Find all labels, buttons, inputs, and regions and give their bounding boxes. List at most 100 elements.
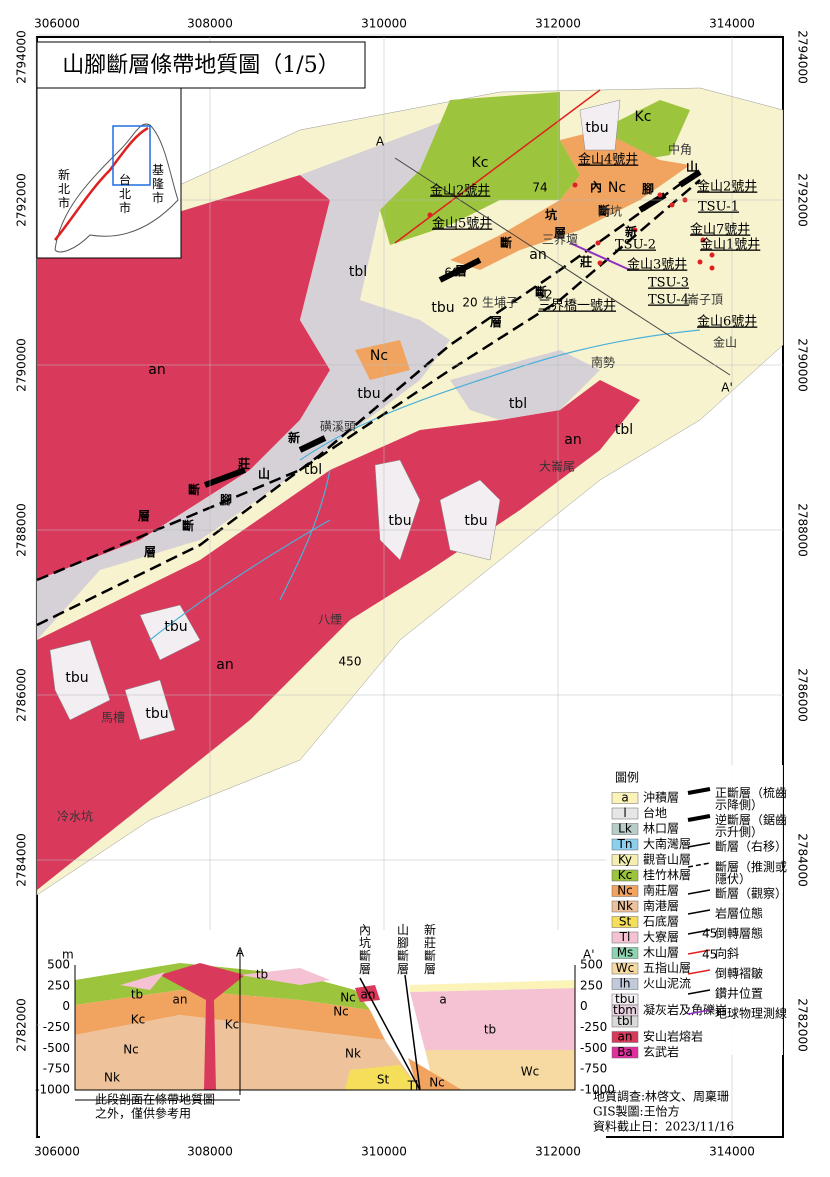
legend-symbol xyxy=(687,929,711,935)
credit: 資料截止日：2023/11/16 xyxy=(593,1120,734,1134)
section-unit: Nk xyxy=(104,1071,120,1085)
legend-name: 火山泥流 xyxy=(643,977,691,991)
legend-swatch xyxy=(611,869,639,882)
legend: 圖例 a 沖積層 l 台地 Lk 林口層 Tn 大南灣層 Ky 觀音山層 Kc 桂竹林層 Nc 南莊層 Nk 南… xyxy=(606,765,787,1059)
legend-symbol-label: 斷層（觀察） xyxy=(715,887,787,901)
section-unit: Kc xyxy=(131,1013,145,1027)
place-label: 八煙 xyxy=(318,613,342,627)
y-coordinate: 2792000 xyxy=(15,173,29,226)
legend-name: 石底層 xyxy=(643,914,679,929)
depth-tick: 0 xyxy=(580,999,588,1013)
x-coordinate: 312000 xyxy=(535,17,581,31)
well-label: 金山6號井 xyxy=(697,314,757,330)
y-coordinate: 2794000 xyxy=(15,30,29,83)
legend-number: 45 xyxy=(702,927,717,941)
section-unit: tb xyxy=(131,988,143,1002)
legend-name: 觀音山層 xyxy=(643,852,691,867)
legend-name: 林口層 xyxy=(643,822,679,836)
legend-symbol xyxy=(687,909,711,915)
depth-tick: -750 xyxy=(580,1062,607,1076)
depth-tick: -250 xyxy=(43,1020,70,1034)
legend-symbol-label: 正斷層（梳齒示降側） xyxy=(715,785,787,812)
legend-symbol xyxy=(687,1009,711,1015)
section-unit: an xyxy=(361,988,376,1002)
section-end: A' xyxy=(583,948,595,962)
legend-code: Tl xyxy=(619,930,631,944)
legend-name: 南港層 xyxy=(643,898,679,913)
depth-tick: 250 xyxy=(580,978,603,992)
inset-label: 基隆市 xyxy=(152,163,164,205)
legend-symbol-label: 向斜 xyxy=(715,946,739,961)
place-label: 大崙尾 xyxy=(539,460,575,474)
section-fault: 山腳斷層 xyxy=(397,923,409,976)
section-unit: Tl xyxy=(407,1079,419,1093)
well-label: TSU-2 xyxy=(615,238,656,253)
x-coordinate: 308000 xyxy=(187,17,233,31)
legend-swatch xyxy=(611,962,639,975)
section-end: A xyxy=(236,946,245,960)
legend-swatch xyxy=(611,1015,639,1028)
depth-tick: 0 xyxy=(62,999,70,1013)
credit: GIS製圖:王怡方 xyxy=(593,1104,680,1119)
legend-name: 玄武岩 xyxy=(643,1044,679,1059)
fault-observed xyxy=(203,169,702,488)
legend-swatch xyxy=(611,916,639,928)
y-coordinate: 2786000 xyxy=(796,668,810,721)
legend-code: St xyxy=(619,915,632,929)
legend-code: tbu xyxy=(615,992,635,1006)
well-label: 金山2號井 xyxy=(430,183,490,199)
well-label: 金山1號井 xyxy=(700,237,760,253)
section-unit: Nc xyxy=(333,1005,349,1019)
inset-map xyxy=(36,87,182,259)
place-label: 馬槽 xyxy=(101,711,125,725)
section-fault: 新莊斷層 xyxy=(424,922,436,976)
fault-label: 內坑斷層 xyxy=(455,179,602,278)
axis-unit: m xyxy=(62,948,74,962)
legend-code: tbm xyxy=(613,1003,637,1017)
legend-symbol xyxy=(687,787,711,795)
legend-swatch xyxy=(611,931,639,944)
unit-label: tbu xyxy=(431,300,454,316)
unit-label: Kc xyxy=(472,155,489,171)
legend-code: Ba xyxy=(617,1045,633,1059)
legend-symbol-label: 斷層（推測或隱伏） xyxy=(715,860,787,886)
section-unit: a xyxy=(439,993,446,1007)
legend-symbol xyxy=(687,889,711,895)
cross-section: m5002500-250-500-750-10005002500-250-500… xyxy=(35,922,615,1140)
section-unit: St xyxy=(377,1073,390,1087)
well-label: 金山5號井 xyxy=(432,216,492,232)
section-unit: an xyxy=(173,993,188,1007)
legend-symbol xyxy=(687,814,711,822)
x-coordinate: 314000 xyxy=(709,17,755,31)
legend-code: Ky xyxy=(618,853,632,867)
well-label: 金山7號井 xyxy=(690,222,750,238)
legend-swatch xyxy=(611,900,639,913)
tuff-upper xyxy=(49,99,621,741)
depth-tick: -1000 xyxy=(580,1083,615,1097)
legend-swatch xyxy=(611,792,639,804)
legend-name: 凝灰岩及角礫岩 xyxy=(643,1002,727,1017)
unit-label: tbl xyxy=(615,422,633,438)
unit-label: tbu xyxy=(145,706,168,722)
section-fault: 內坑斷層 xyxy=(359,923,371,976)
legend-swatch xyxy=(611,885,639,897)
section-unit: Nc xyxy=(340,991,356,1005)
y-coordinate: 2784000 xyxy=(796,833,810,886)
legend-name: 大寮層 xyxy=(643,929,679,944)
unit-label: an xyxy=(148,362,165,378)
unit-label: an xyxy=(529,247,546,263)
depth-tick: 500 xyxy=(580,958,603,972)
annotation: 20 xyxy=(462,296,477,310)
section-unit: tb xyxy=(484,1023,496,1037)
well-label: 金山2號井 xyxy=(697,179,757,195)
place-label: 冷水坑 xyxy=(57,809,93,824)
x-coordinate: 306000 xyxy=(34,17,80,31)
legend-symbol-label: 逆斷層（鋸齒示升側） xyxy=(715,812,787,839)
unit-label: an xyxy=(564,432,581,448)
nanchuang xyxy=(355,340,410,380)
place-label: 南勢 xyxy=(591,355,615,370)
legend-code: Nk xyxy=(617,899,633,913)
fault-label: 新莊斷層 xyxy=(490,224,637,329)
x-coordinate: 308000 xyxy=(187,1145,233,1159)
section-note: 之外，僅供參考用 xyxy=(95,1106,191,1121)
